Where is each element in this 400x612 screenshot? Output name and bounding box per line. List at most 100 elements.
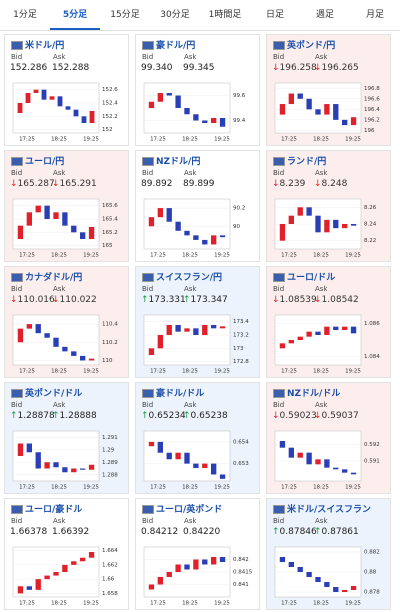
candle (297, 93, 303, 99)
tab[interactable]: 1分足 (13, 10, 37, 20)
ask-box: ↓196.265 (314, 63, 359, 73)
candle (80, 468, 86, 470)
pair-name: NZドル/円 (156, 157, 201, 167)
currency-card[interactable]: スイスフラン/円 Bid Ask ↑173.331 ↑173.347 172.8 173 17… (135, 266, 260, 378)
currency-card[interactable]: 英ポンド/円 Bid Ask ↓196.258 ↓196.265 196 196.2 196.… (266, 34, 391, 146)
tab[interactable]: 日足 (265, 10, 284, 20)
tab[interactable]: 週足 (315, 10, 334, 20)
currency-card[interactable]: ユーロ/英ポンド Bid Ask 0.84212 0.84220 0.841 0.8415 0… (135, 498, 260, 610)
candle (342, 469, 348, 473)
tab[interactable]: 30分足 (160, 10, 190, 20)
candle (17, 443, 24, 456)
candle (80, 557, 86, 562)
currency-card[interactable]: 米ドル/スイスフラン Bid Ask ↑0.87846 ↑0.87861 0.878 0.8… (266, 498, 391, 610)
bid-value: 89.892 (141, 179, 173, 189)
x-tick-label: 19:25 (214, 253, 230, 259)
candle (80, 355, 86, 361)
tab[interactable]: 5分足 (50, 0, 100, 30)
chart-frame (274, 82, 362, 134)
flag-icon (11, 505, 23, 514)
flag-icon (273, 505, 285, 514)
tab-bar: 1分足 5分足 15分足 30分足 1時間足 日足 週足 月足 (0, 0, 400, 31)
candle (25, 93, 31, 103)
candle (157, 441, 163, 453)
ask-value: 0.87861 (321, 527, 359, 537)
mini-chart: 0.653 0.654 17:25 18:25 19:25 (143, 430, 249, 491)
bid-label: Bid (273, 517, 285, 525)
currency-card[interactable]: 英ポンド/ドル Bid Ask ↑1.28878 ↑1.28888 1.288 1.289 1… (4, 382, 129, 494)
y-tick-label: 90.2 (233, 206, 245, 212)
currency-card[interactable]: ランド/円 Bid Ask ↓8.239 ↓8.248 8.22 8.24 8.26 17:25… (266, 150, 391, 262)
currency-card[interactable]: ユーロ/円 Bid Ask ↓165.287 ↓165.291 165 165.2 165.4… (4, 150, 129, 262)
y-tick-label: 196.6 (364, 96, 380, 102)
currency-card[interactable]: ユーロ/豪ドル Bid Ask 1.66378 1.66392 1.658 1.66 1.66… (4, 498, 129, 610)
ask-value: 0.84220 (183, 527, 221, 537)
bid-label: Bid (273, 53, 285, 61)
trend-arrow: ↓ (52, 295, 60, 305)
ask-value: 1.28888 (59, 411, 97, 421)
x-tick-label: 19:25 (345, 369, 361, 375)
currency-card[interactable]: 米ドル/円 Bid Ask 152.286 152.288 152 152.2 152.4 15… (4, 34, 129, 146)
candle (342, 224, 348, 229)
tab[interactable]: 1時間足 (208, 10, 242, 20)
y-tick-label: 1.291 (102, 435, 118, 441)
candle (62, 467, 68, 473)
mini-chart: 152 152.2 152.4 152.6 17:25 18:25 19:25 (12, 82, 118, 143)
tab[interactable]: 15分足 (110, 10, 140, 20)
x-tick-label: 18:25 (182, 137, 198, 143)
candle (202, 239, 208, 245)
bid-value: 152.286 (10, 63, 48, 73)
flag-icon (273, 273, 285, 282)
ask-label: Ask (315, 53, 328, 61)
candle (148, 101, 155, 108)
x-tick-label: 17:25 (281, 485, 297, 491)
candle (44, 575, 50, 580)
mini-chart: 0.878 0.88 0.882 17:25 18:25 19:25 (274, 546, 380, 607)
y-tick-label: 165.4 (102, 217, 118, 223)
mini-chart: 1.288 1.289 1.29 1.291 17:25 18:25 19:25 (12, 430, 118, 491)
candle (57, 96, 63, 107)
x-tick-label: 17:25 (150, 369, 166, 375)
candle (184, 230, 190, 236)
x-tick-label: 18:25 (51, 253, 67, 259)
bid-label: Bid (142, 169, 154, 177)
flag-icon (142, 505, 154, 514)
ask-box: 1.66392 (52, 527, 89, 537)
currency-card[interactable]: 豪ドル/円 Bid Ask 99.340 99.345 99.4 99.6 17:25 18:2… (135, 34, 260, 146)
candle (342, 119, 348, 126)
trend-arrow: ↓ (314, 411, 322, 421)
trend-arrow: ↑ (314, 527, 322, 537)
ask-label: Ask (315, 285, 328, 293)
x-tick-label: 19:25 (214, 601, 230, 607)
ask-value: 1.08542 (321, 295, 359, 305)
y-tick-label: 1.084 (364, 354, 380, 360)
x-tick-label: 17:25 (19, 253, 35, 259)
pair-name: ユーロ/ドル (287, 273, 336, 283)
candle (315, 109, 321, 115)
currency-card[interactable]: カナダドル/円 Bid Ask ↓110.016 ↓110.022 110 110.2 110… (4, 266, 129, 378)
ask-box: ↓1.08542 (314, 295, 359, 305)
x-tick-label: 19:25 (345, 137, 361, 143)
y-tick-label: 165.2 (102, 230, 118, 236)
trend-arrow: ↑ (183, 411, 191, 421)
candle (35, 579, 41, 590)
currency-card[interactable]: 豪ドル/ドル Bid Ask ↑0.65234 ↑0.65238 0.653 0.654 17… (135, 382, 260, 494)
candle (333, 326, 339, 330)
candle (148, 584, 155, 590)
ask-value: 152.288 (52, 63, 90, 73)
currency-card[interactable]: ユーロ/ドル Bid Ask ↓1.08539 ↓1.08542 1.084 1.086 17… (266, 266, 391, 378)
tab[interactable]: 月足 (365, 10, 384, 20)
x-tick-label: 17:25 (281, 369, 297, 375)
ask-value: 173.347 (190, 295, 228, 305)
x-tick-label: 18:25 (182, 253, 198, 259)
x-tick-label: 19:25 (83, 601, 99, 607)
ask-value: 0.59037 (321, 411, 359, 421)
mini-chart: 165 165.2 165.4 165.6 17:25 18:25 19:25 (12, 198, 118, 259)
ask-label: Ask (53, 169, 66, 177)
currency-card[interactable]: NZドル/円 Bid Ask 89.892 89.899 90 90.2 17:25 18:25… (135, 150, 260, 262)
x-tick-label: 18:25 (182, 485, 198, 491)
candle (80, 232, 86, 239)
y-tick-label: 173.2 (233, 333, 249, 339)
bid-value: 1.66378 (10, 527, 48, 537)
currency-card[interactable]: NZドル/ドル Bid Ask ↓0.59023 ↓0.59037 0.591 0.592 1… (266, 382, 391, 494)
